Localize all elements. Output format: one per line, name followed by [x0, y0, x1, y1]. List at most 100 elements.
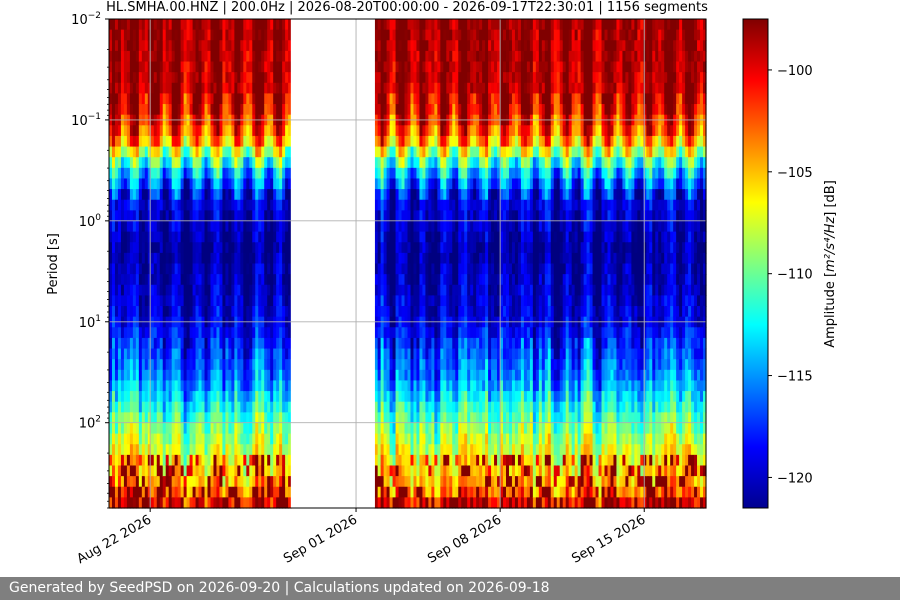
heatmap-cell	[276, 274, 280, 286]
heatmap-cell	[380, 231, 385, 243]
heatmap-cell	[120, 465, 125, 477]
heatmap-cell	[383, 220, 388, 233]
heatmap-cell	[431, 252, 435, 265]
heatmap-cell	[201, 401, 206, 413]
heatmap-cell	[252, 295, 256, 307]
heatmap-cell	[123, 146, 128, 158]
heatmap-cell	[458, 422, 462, 435]
heatmap-cell	[261, 29, 265, 41]
heatmap-cell	[464, 40, 468, 52]
heatmap-cell	[267, 167, 271, 180]
heatmap-cell	[404, 40, 409, 52]
heatmap-cell	[461, 295, 465, 307]
heatmap-cell	[398, 476, 403, 488]
heatmap-cell	[201, 220, 206, 233]
heatmap-cell	[132, 476, 137, 488]
heatmap-cell	[383, 82, 388, 95]
heatmap-cell	[165, 391, 170, 403]
heatmap-cell	[270, 422, 274, 435]
heatmap-cell	[273, 465, 277, 477]
heatmap-cell	[126, 486, 131, 498]
heatmap-cell	[446, 316, 450, 328]
heatmap-cell	[168, 29, 173, 41]
heatmap-cell	[422, 306, 427, 318]
heatmap-cell	[449, 61, 453, 73]
heatmap-cell	[431, 327, 435, 339]
heatmap-cell	[410, 242, 415, 254]
heatmap-cell	[503, 189, 507, 201]
heatmap-cell	[109, 369, 113, 382]
heatmap-cell	[183, 40, 188, 52]
heatmap-cell	[144, 189, 149, 201]
heatmap-cell	[252, 135, 256, 148]
heatmap-cell	[162, 380, 167, 392]
heatmap-cell	[482, 50, 486, 63]
heatmap-cell	[117, 19, 122, 31]
heatmap-cell	[195, 157, 200, 169]
heatmap-cell	[153, 61, 158, 73]
heatmap-cell	[249, 433, 253, 445]
heatmap-cell	[425, 391, 429, 403]
heatmap-cell	[410, 348, 415, 360]
heatmap-cell	[270, 125, 274, 137]
heatmap-cell	[162, 125, 167, 137]
heatmap-cell	[120, 50, 125, 63]
heatmap-cell	[198, 476, 203, 488]
heatmap-cell	[479, 220, 483, 233]
heatmap-cell	[159, 61, 164, 73]
heatmap-cell	[374, 242, 379, 254]
heatmap-cell	[404, 135, 409, 148]
heatmap-cell	[198, 19, 203, 31]
heatmap-cell	[180, 444, 185, 456]
heatmap-cell	[222, 199, 227, 211]
heatmap-cell	[252, 391, 256, 403]
heatmap-cell	[500, 433, 504, 445]
heatmap-cell	[186, 146, 191, 158]
heatmap-cell	[416, 40, 421, 52]
heatmap-cell	[455, 40, 459, 52]
heatmap-cell	[120, 348, 125, 360]
heatmap-cell	[458, 104, 462, 116]
heatmap-cell	[270, 61, 274, 73]
heatmap-cell	[192, 199, 197, 211]
heatmap-cell	[437, 210, 441, 222]
heatmap-cell	[488, 274, 492, 286]
heatmap-cell	[494, 242, 498, 254]
heatmap-cell	[464, 295, 468, 307]
heatmap-cell	[186, 401, 191, 413]
heatmap-cell	[114, 401, 119, 413]
heatmap-cell	[476, 422, 480, 435]
heatmap-cell	[410, 433, 415, 445]
heatmap-cell	[144, 422, 149, 435]
heatmap-cell	[425, 61, 429, 73]
heatmap-cell	[398, 412, 403, 424]
heatmap-cell	[377, 433, 382, 445]
heatmap-cell	[162, 412, 167, 424]
heatmap-cell	[231, 412, 235, 424]
heatmap-cell	[514, 274, 519, 286]
heatmap-cell	[401, 50, 406, 63]
heatmap-cell	[285, 93, 289, 105]
heatmap-cell	[171, 40, 176, 52]
heatmap-cell	[511, 422, 516, 435]
heatmap-cell	[383, 167, 388, 180]
heatmap-cell	[279, 284, 283, 296]
heatmap-cell	[213, 486, 218, 498]
heatmap-cell	[189, 263, 194, 275]
heatmap-cell	[204, 61, 209, 73]
heatmap-cell	[404, 146, 409, 158]
heatmap-cell	[240, 189, 244, 201]
heatmap-cell	[443, 50, 447, 63]
heatmap-cell	[171, 19, 176, 31]
heatmap-cell	[192, 178, 197, 190]
heatmap-cell	[141, 465, 146, 477]
heatmap-cell	[109, 82, 113, 95]
heatmap-cell	[464, 252, 468, 265]
heatmap-cell	[494, 50, 498, 63]
heatmap-cell	[132, 327, 137, 339]
heatmap-cell	[282, 93, 286, 105]
heatmap-cell	[455, 433, 459, 445]
heatmap-cell	[159, 306, 164, 318]
heatmap-cell	[171, 50, 176, 63]
heatmap-cell	[398, 369, 403, 382]
